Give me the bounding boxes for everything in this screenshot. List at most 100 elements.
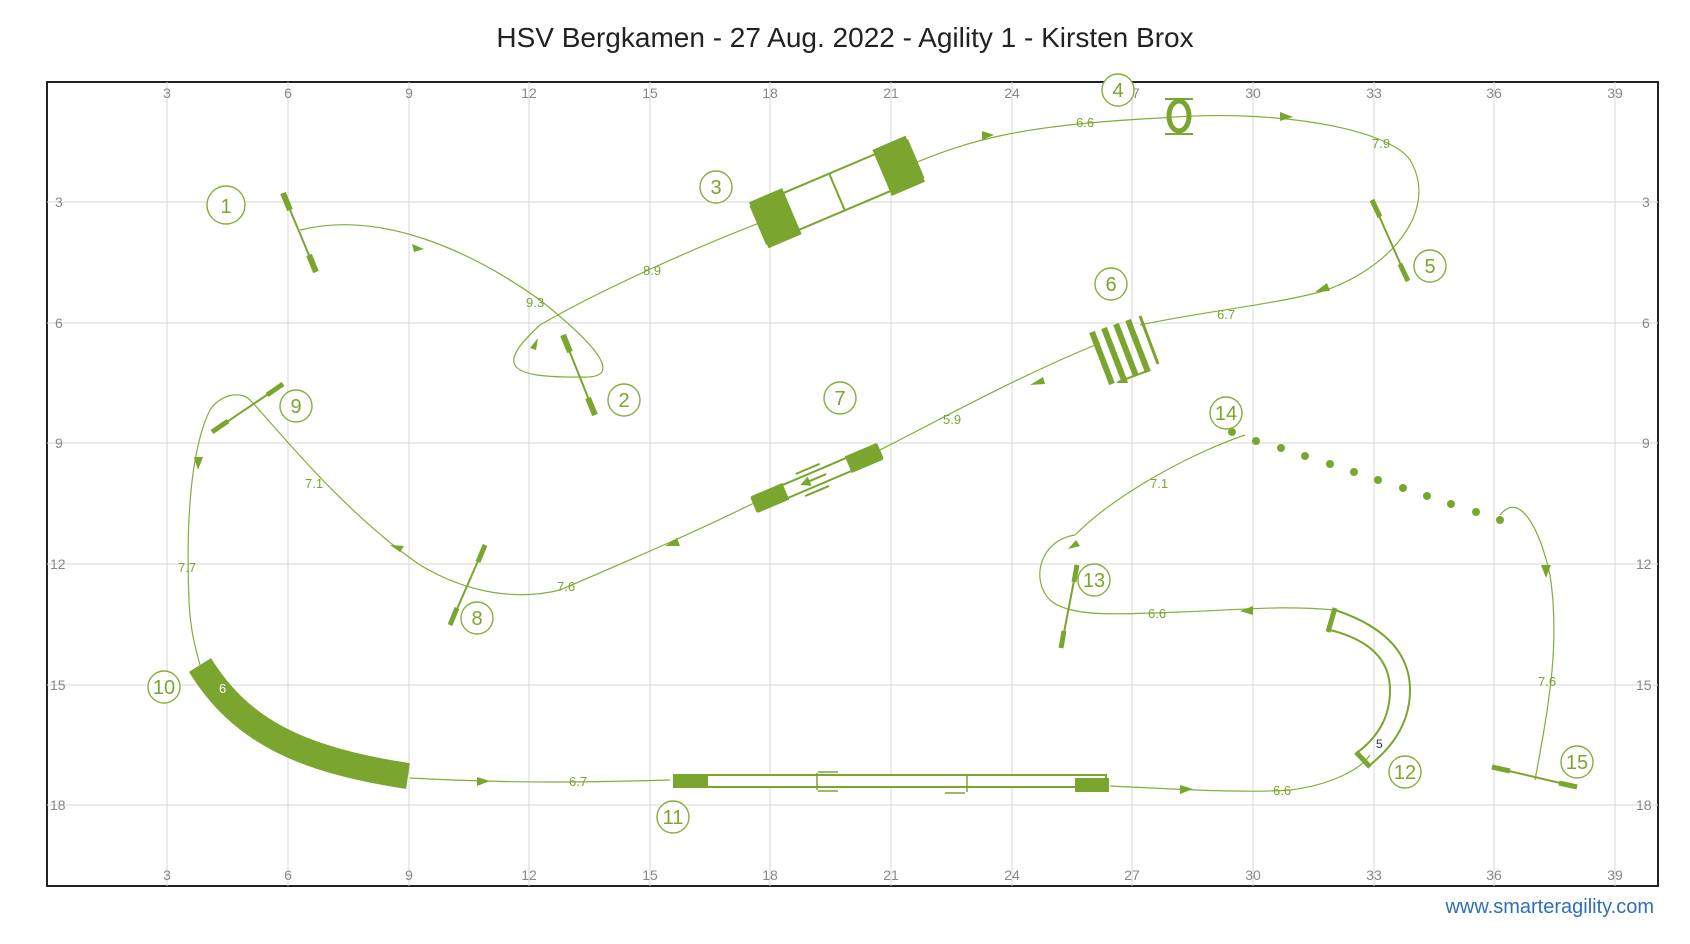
number-marker-13: 13	[1077, 563, 1111, 597]
x-tick-label: 18	[762, 85, 778, 101]
number-label: 7	[834, 388, 845, 410]
distance-label: 7.6	[557, 579, 575, 594]
course-frame	[46, 81, 1659, 887]
arrow-icon	[982, 131, 994, 140]
y-tick-label: 9	[55, 435, 63, 451]
path-7-8	[209, 394, 761, 596]
path-2-3	[539, 214, 781, 326]
y-tick-label: 3	[1642, 194, 1650, 210]
number-label: 4	[1112, 80, 1123, 102]
y-tick-label: 15	[50, 677, 66, 693]
x-tick-label: 21	[883, 85, 899, 101]
obstacle-10-tunnel: 6	[188, 658, 410, 789]
x-tick-label: 33	[1366, 867, 1382, 883]
x-tick-label: 30	[1245, 867, 1261, 883]
number-label: 2	[618, 390, 629, 412]
number-label: 12	[1394, 762, 1416, 784]
y-tick-label: 3	[55, 194, 63, 210]
obstacle-15-jump	[1491, 764, 1578, 790]
tunnel-length-label: 5	[1376, 737, 1383, 751]
x-tick-label: 15	[642, 85, 658, 101]
number-marker-2: 2	[607, 383, 641, 417]
x-tick-label: 9	[405, 867, 413, 883]
obstacle-14-weave-poles	[1228, 428, 1504, 524]
number-label: 3	[710, 177, 721, 199]
y-ticks-right: 3 6 9 12 15 18	[1636, 194, 1652, 813]
arrow-icon	[1315, 283, 1330, 292]
x-tick-label: 33	[1366, 85, 1382, 101]
y-ticks-left: 3 6 9 12 15 18	[50, 194, 66, 813]
x-tick-label: 36	[1486, 867, 1502, 883]
x-ticks-top: 3 6 9 12 15 18 21 24 27 30 33 36 39	[163, 85, 1623, 101]
x-tick-label: 6	[284, 85, 292, 101]
number-marker-11: 11	[656, 800, 690, 834]
arrow-icon	[530, 338, 538, 350]
distance-label: 7.1	[305, 476, 323, 491]
y-tick-label: 12	[50, 556, 66, 572]
x-tick-label: 24	[1004, 85, 1020, 101]
number-label: 14	[1215, 403, 1237, 425]
number-label: 9	[290, 396, 301, 418]
path-11-12	[1109, 754, 1371, 792]
distance-label: 8.9	[643, 263, 661, 278]
distance-labels: 9.3 8.9 6.6 7.9 6.7 5.9 7.6 7.1 7.7 6.7 …	[178, 115, 1556, 798]
path-5-6	[1139, 291, 1321, 326]
arrow-icon	[1068, 540, 1080, 549]
x-tick-label: 12	[521, 867, 537, 883]
path-6-7	[869, 342, 1101, 456]
distance-label: 6.6	[1273, 783, 1291, 798]
arrow-icon	[390, 545, 404, 552]
y-tick-label: 18	[1636, 797, 1652, 813]
arrow-icon	[665, 538, 680, 546]
x-tick-label: 9	[405, 85, 413, 101]
number-marker-10: 10	[147, 670, 181, 704]
distance-label: 6.7	[569, 774, 587, 789]
number-label: 15	[1566, 752, 1588, 774]
website-link[interactable]: www.smarteragility.com	[1445, 896, 1654, 918]
arrow-icon	[412, 244, 424, 252]
arrow-icon	[1030, 377, 1045, 385]
path-12-13	[1039, 534, 1336, 615]
number-marker-7: 7	[823, 381, 857, 415]
obstacle-3-contact	[748, 135, 926, 249]
number-label: 1	[220, 196, 231, 218]
x-tick-label: 36	[1486, 85, 1502, 101]
path-13-14	[1074, 434, 1246, 536]
obstacle-9-jump	[210, 381, 285, 435]
path-1-2	[299, 224, 604, 378]
distance-label: 7.7	[178, 560, 196, 575]
x-tick-label: 39	[1607, 867, 1623, 883]
x-ticks-bottom: 3 6 9 12 15 18 21 24 27 30 33 36 39	[163, 867, 1623, 883]
number-marker-5: 5	[1413, 249, 1447, 283]
number-marker-8: 8	[460, 601, 494, 635]
path-3-4	[909, 117, 1161, 166]
obstacle-13-jump	[1058, 564, 1080, 649]
grid	[47, 82, 1658, 886]
number-label: 6	[1105, 274, 1116, 296]
x-tick-label: 27	[1124, 867, 1140, 883]
obstacle-2-jump	[560, 333, 598, 417]
x-tick-label: 21	[883, 867, 899, 883]
number-label: 11	[663, 807, 684, 829]
y-tick-label: 12	[1636, 556, 1652, 572]
x-tick-label: 6	[284, 867, 292, 883]
obstacle-4-tyre	[1165, 98, 1193, 135]
number-label: 5	[1424, 256, 1435, 278]
arrow-icon	[1180, 785, 1193, 794]
distance-label: 9.3	[526, 295, 544, 310]
number-marker-12: 12	[1388, 755, 1422, 789]
distance-label: 6.6	[1076, 115, 1094, 130]
arrow-icon	[477, 777, 490, 786]
number-label: 10	[153, 677, 175, 699]
x-tick-label: 12	[521, 85, 537, 101]
path-4-5	[1159, 114, 1420, 293]
number-marker-6: 6	[1094, 267, 1128, 301]
y-tick-label: 6	[55, 315, 63, 331]
x-tick-label: 3	[163, 85, 171, 101]
path-9-10	[187, 409, 211, 666]
distance-label: 6.7	[1217, 307, 1235, 322]
number-marker-9: 9	[279, 389, 313, 423]
number-marker-15: 15	[1560, 745, 1594, 779]
number-label: 13	[1083, 570, 1105, 592]
